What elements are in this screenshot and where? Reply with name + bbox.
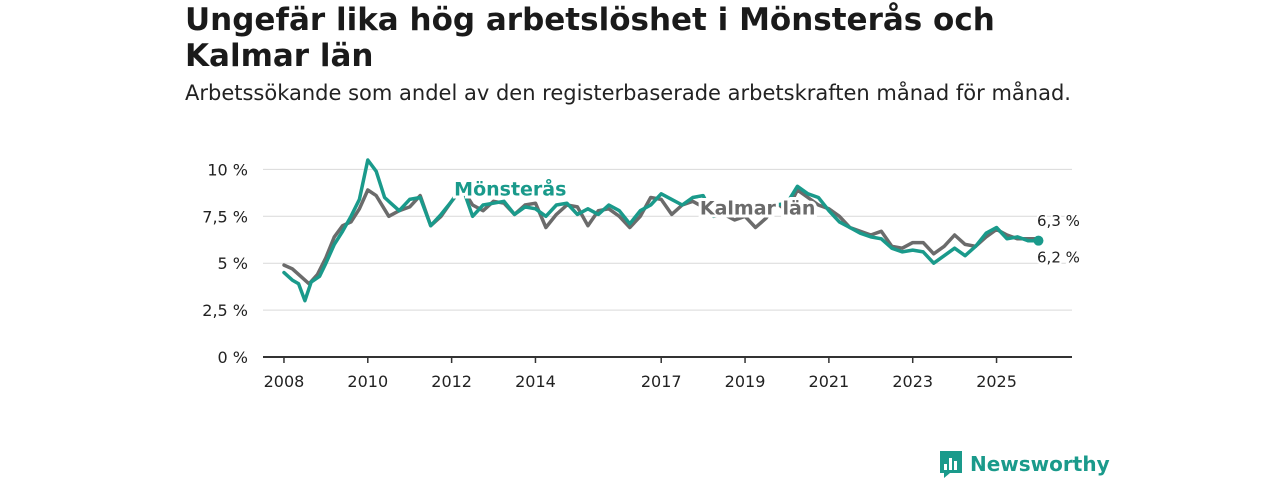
x-tick-label: 2008 [264, 372, 305, 391]
x-tick-label: 2017 [641, 372, 682, 391]
series-label: Kalmar län [700, 197, 816, 219]
y-tick-label: 7,5 % [202, 207, 248, 226]
axis-layer: 0 % 2,5 % 5 % 7,5 % 10 % 2008 2010 2012 2014 2017… [202, 160, 1072, 391]
y-tick-label: 5 % [218, 254, 248, 273]
x-tick-label: 2010 [347, 372, 388, 391]
x-tick-label: 2014 [515, 372, 556, 391]
series-line-m-nster-s [282, 158, 1041, 303]
y-tick-label: 10 % [207, 160, 248, 179]
x-tick-label: 2025 [976, 372, 1017, 391]
y-tick-label: 0 % [218, 348, 248, 367]
end-value-label: 6,3 % [1037, 212, 1080, 230]
brand-logo: Newsworthy [938, 448, 1110, 480]
grid-layer [263, 168, 1072, 311]
x-tick-label: 2021 [809, 372, 850, 391]
end-value-label: 6,2 % [1037, 249, 1080, 267]
series-layer [282, 158, 1044, 303]
newsworthy-chart-icon [940, 451, 962, 478]
x-tick-label: 2012 [431, 372, 472, 391]
chart-subtitle: Arbetssökande som andel av den registerb… [185, 81, 1071, 105]
end-point-marker [1033, 235, 1044, 246]
chart-title: Ungefär lika hög arbetslöshet i Mönsterå… [185, 2, 995, 74]
x-tick-label: 2019 [725, 372, 766, 391]
brand-name: Newsworthy [970, 452, 1110, 476]
label-layer: Mönsterås Kalmar län 6,3 % 6,2 % [451, 174, 1082, 269]
x-tick-label: 2023 [892, 372, 933, 391]
series-label: Mönsterås [454, 177, 566, 201]
y-tick-label: 2,5 % [202, 301, 248, 320]
series-line-kalmar-l-n [282, 186, 1041, 286]
